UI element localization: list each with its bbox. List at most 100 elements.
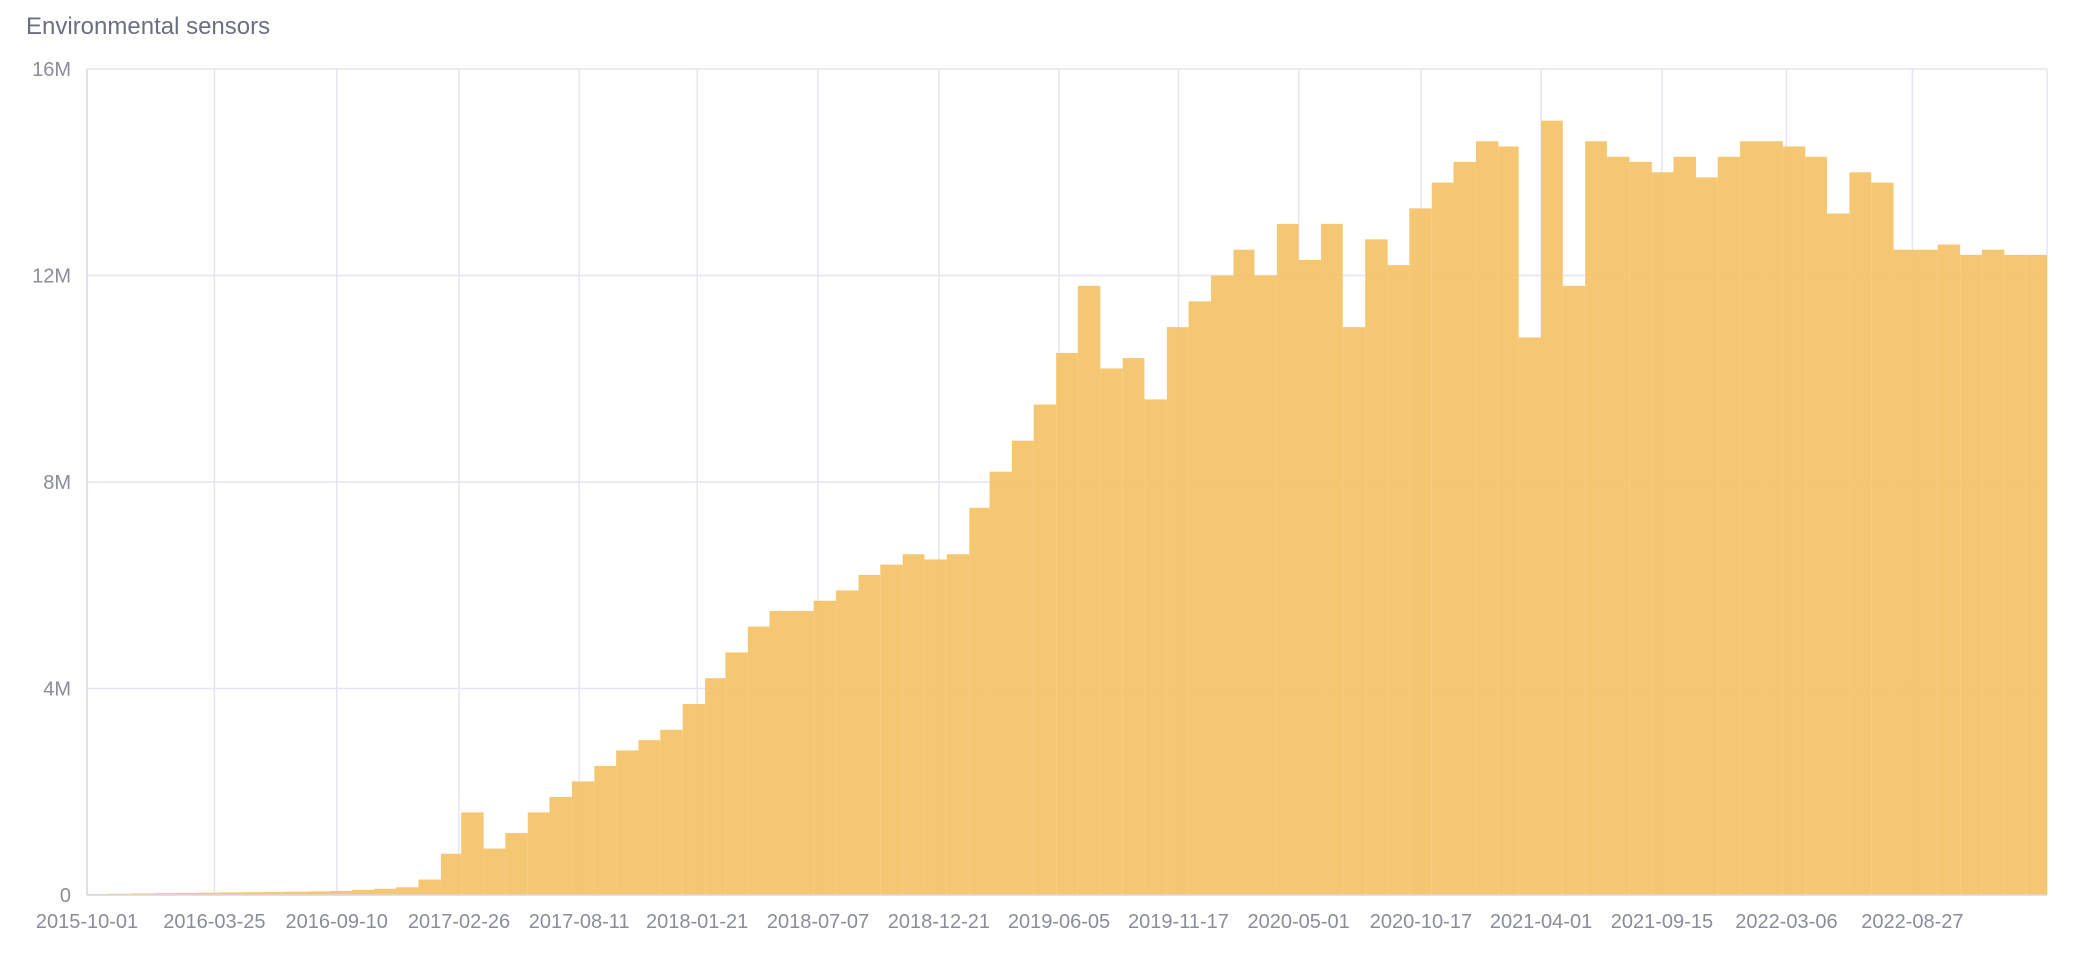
- bar: [483, 848, 506, 895]
- bar: [396, 887, 419, 895]
- y-tick-label: 16M: [32, 59, 71, 81]
- x-tick-label: 2022-03-06: [1735, 911, 1837, 933]
- bar: [1254, 275, 1277, 895]
- bar: [616, 750, 639, 895]
- bar: [263, 891, 286, 895]
- bar: [1782, 146, 1806, 895]
- bar: [197, 892, 220, 895]
- bar: [1100, 368, 1123, 895]
- bar: [791, 611, 814, 895]
- bar: [461, 812, 484, 895]
- bar: [682, 703, 706, 895]
- bar: [1606, 156, 1630, 895]
- bar: [1849, 172, 1872, 895]
- bar: [1033, 404, 1057, 895]
- x-tick-label: 2016-03-25: [163, 911, 265, 933]
- bar: [1321, 223, 1343, 895]
- bar: [1762, 141, 1783, 895]
- x-tick-label: 2017-08-11: [529, 911, 630, 933]
- bar: [527, 812, 550, 895]
- bar: [1276, 223, 1299, 895]
- bar: [1915, 249, 1938, 895]
- bar: [1740, 141, 1763, 895]
- bar: [1453, 161, 1476, 896]
- bar: [836, 590, 859, 895]
- x-tick-label: 2018-12-21: [888, 911, 990, 933]
- bar: [549, 796, 572, 895]
- bar: [374, 888, 397, 895]
- bar: [1960, 254, 1982, 896]
- bar: [440, 853, 462, 895]
- bar: [902, 554, 925, 895]
- bar: [638, 740, 661, 895]
- y-tick-label: 0: [60, 885, 71, 907]
- bar: [330, 890, 352, 895]
- bar: [241, 892, 264, 895]
- x-tick-label: 2019-06-05: [1008, 911, 1110, 933]
- bar: [285, 891, 308, 895]
- x-tick-label: 2020-05-01: [1247, 911, 1349, 933]
- bar: [705, 678, 726, 895]
- bar: [1077, 285, 1101, 895]
- bar: [176, 892, 198, 895]
- bar: [1122, 358, 1145, 896]
- bar: [2004, 254, 2027, 896]
- bar: [769, 611, 792, 895]
- x-tick-label: 2020-10-17: [1370, 911, 1472, 933]
- bar: [858, 574, 881, 895]
- x-tick-label: 2017-02-26: [408, 911, 510, 933]
- bar: [1342, 327, 1366, 895]
- bar: [1144, 399, 1167, 895]
- bar: [307, 891, 331, 895]
- bar: [1871, 182, 1894, 895]
- bar: [1498, 146, 1519, 895]
- bar: [1629, 161, 1652, 896]
- bar: [1937, 244, 1961, 895]
- bar: [153, 893, 177, 895]
- bar: [1188, 301, 1212, 895]
- bar: [660, 729, 683, 895]
- bar: [1717, 156, 1741, 895]
- bar: [924, 559, 947, 895]
- bar: [989, 471, 1012, 895]
- x-tick-label: 2019-11-17: [1128, 911, 1229, 933]
- bar: [1475, 141, 1499, 895]
- bar: [1541, 120, 1563, 895]
- bar: [1056, 352, 1078, 895]
- bar: [418, 879, 441, 895]
- bar: [1233, 249, 1255, 895]
- bar: [1695, 177, 1718, 896]
- bar: [1585, 141, 1607, 895]
- x-tick-label: 2022-08-27: [1861, 911, 1963, 933]
- bar: [351, 889, 375, 895]
- bar: [1518, 337, 1542, 895]
- bar: [725, 652, 748, 895]
- bar: [2026, 254, 2047, 896]
- bar: [1805, 156, 1827, 895]
- x-tick-label: 2018-07-07: [767, 911, 869, 933]
- bar: [946, 554, 970, 895]
- bar: [813, 600, 837, 895]
- bar: [1893, 249, 1916, 895]
- bar: [1166, 327, 1189, 895]
- y-tick-label: 12M: [32, 266, 71, 288]
- x-tick-label: 2015-10-01: [36, 911, 138, 933]
- bar: [1826, 213, 1850, 896]
- bar: [747, 626, 770, 895]
- bar: [505, 833, 528, 895]
- bar: [1409, 208, 1432, 895]
- bar: [969, 507, 990, 895]
- bar: [1298, 260, 1322, 895]
- x-tick-label: 2021-04-01: [1490, 911, 1592, 933]
- bar: [880, 564, 903, 895]
- bar: [1562, 285, 1586, 895]
- bar: [1981, 249, 2005, 895]
- x-tick-label: 2018-01-21: [646, 911, 748, 933]
- chart-title: Environmental sensors: [26, 13, 270, 40]
- bar: [1365, 239, 1388, 896]
- bar: [131, 893, 154, 895]
- bar: [1211, 275, 1234, 895]
- bar: [1431, 182, 1454, 895]
